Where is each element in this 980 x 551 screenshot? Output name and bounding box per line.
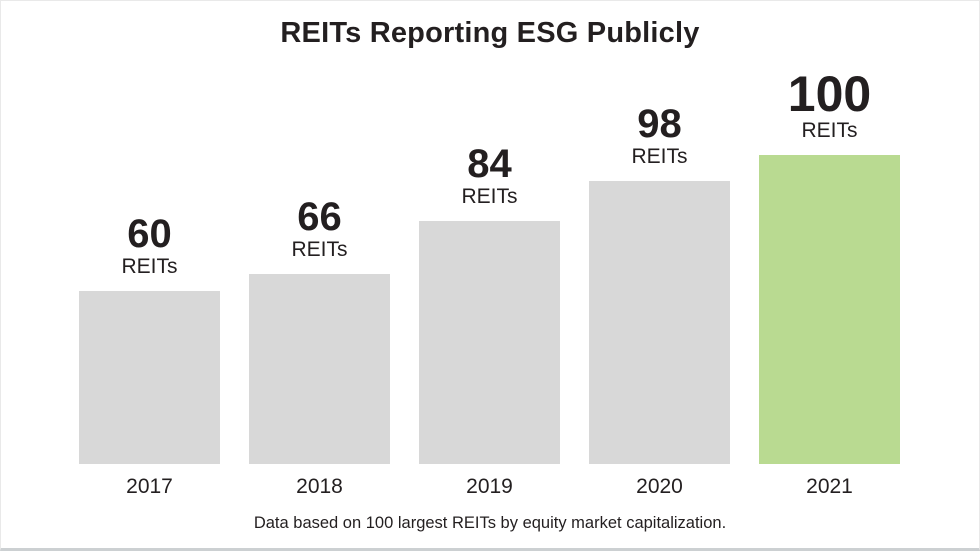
bar-2019 xyxy=(419,221,560,464)
bar-chart: 60 REITs 66 REITs 84 REITs 98 REITs 100 … xyxy=(79,69,900,464)
x-axis-label-2020: 2020 xyxy=(636,475,683,498)
bar-column-2017: 60 REITs xyxy=(79,213,220,464)
bar-unit-label: REITs xyxy=(801,118,858,142)
x-axis-label-2017: 2017 xyxy=(126,475,173,498)
bar-value-label: 98 xyxy=(637,101,682,146)
chart-title: REITs Reporting ESG Publicly xyxy=(280,17,700,49)
bar-column-2018: 66 REITs xyxy=(249,196,390,464)
bar-unit-label: REITs xyxy=(461,184,518,208)
bar-2020 xyxy=(589,181,730,464)
bar-value-label: 66 xyxy=(297,194,342,239)
bar-unit-label: REITs xyxy=(121,254,178,278)
x-axis-label-2019: 2019 xyxy=(466,475,513,498)
x-axis-labels: 2017 2018 2019 2020 2021 xyxy=(79,475,900,499)
x-axis-label-2018: 2018 xyxy=(296,475,343,498)
bar-column-2020: 98 REITs xyxy=(589,103,730,464)
x-axis-label-2021: 2021 xyxy=(806,475,853,498)
bar-unit-label: REITs xyxy=(291,237,348,261)
bar-2021-highlighted xyxy=(759,155,900,464)
bar-unit-label: REITs xyxy=(631,144,688,168)
footnote: Data based on 100 largest REITs by equit… xyxy=(253,514,727,532)
bar-value-label: 100 xyxy=(787,65,872,122)
bar-value-label: 84 xyxy=(467,141,512,186)
bar-value-label: 60 xyxy=(127,211,172,256)
bar-column-2019: 84 REITs xyxy=(419,143,560,464)
bar-column-2021: 100 REITs xyxy=(759,69,900,464)
bar-2018 xyxy=(249,274,390,464)
bar-2017 xyxy=(79,291,220,464)
